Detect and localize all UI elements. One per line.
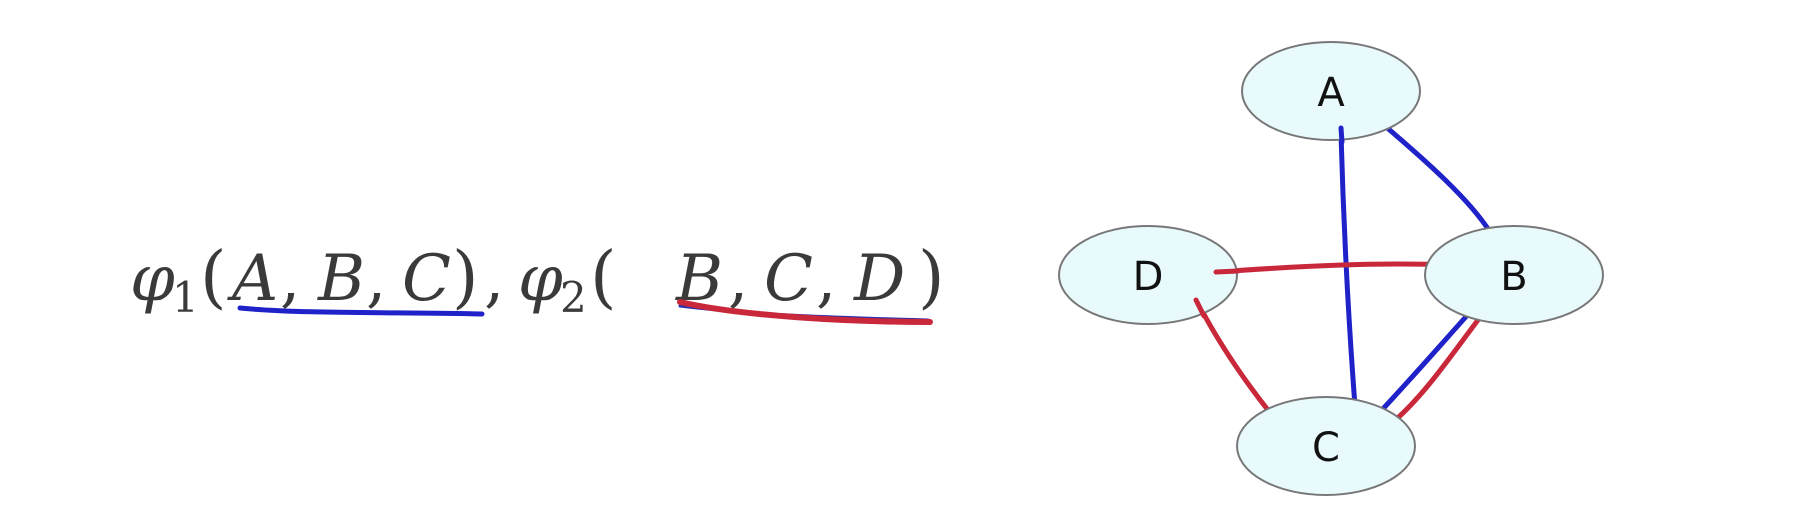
- close-paren-1: ): [452, 238, 479, 317]
- edge-a-c: [1338, 131, 1358, 409]
- markov-network-graph: A B C D: [1058, 41, 1604, 496]
- open-paren-1: (: [200, 238, 227, 317]
- node-a: A: [1241, 41, 1421, 141]
- node-a-ellipse: [1241, 41, 1421, 141]
- comma-2-1: ,: [728, 242, 748, 316]
- node-b-ellipse: [1424, 225, 1604, 325]
- comma-1-2: ,: [366, 242, 386, 316]
- edge-d-c-top: [1193, 297, 1207, 319]
- phi-symbol-2: φ: [518, 242, 563, 316]
- arg-2-2: C: [764, 242, 813, 316]
- edge-d-b: [1215, 261, 1455, 275]
- edge-a-c-top: [1338, 125, 1345, 145]
- node-c-label: C: [1312, 425, 1340, 471]
- node-d-label: D: [1133, 254, 1164, 300]
- phi-symbol-1: φ: [130, 242, 175, 316]
- phi-subscript-1: 1: [172, 273, 199, 322]
- node-b: B: [1424, 225, 1604, 325]
- node-c-ellipse: [1236, 396, 1416, 496]
- edge-d-b-left: [1213, 268, 1241, 275]
- phi1-scope-underline: [237, 305, 485, 317]
- phi-subscript-2: 2: [560, 273, 587, 322]
- factor-formula: φ 1 ( A , B , C ) , φ 2 ( B , C , D ): [130, 238, 945, 325]
- edge-a-b: [1382, 123, 1493, 235]
- open-paren-2: (: [590, 238, 617, 317]
- comma-2-2: ,: [816, 242, 836, 316]
- arg-1-1: A: [227, 242, 278, 316]
- arg-2-3: D: [853, 242, 905, 316]
- node-d-ellipse: [1058, 225, 1238, 325]
- node-d: D: [1058, 225, 1238, 325]
- node-b-label: B: [1500, 254, 1527, 300]
- node-c: C: [1236, 396, 1416, 496]
- node-a-label: A: [1317, 70, 1345, 116]
- comma-1-1: ,: [280, 242, 300, 316]
- edge-b-c-blue: [1377, 307, 1475, 415]
- arg-1-3: C: [402, 242, 451, 316]
- edge-b-c-red: [1390, 309, 1487, 425]
- phi2-scope-underline-red: [677, 299, 933, 325]
- arg-1-2: B: [317, 242, 365, 316]
- comma-between-factors: ,: [484, 242, 504, 316]
- close-paren-2: ): [918, 238, 945, 317]
